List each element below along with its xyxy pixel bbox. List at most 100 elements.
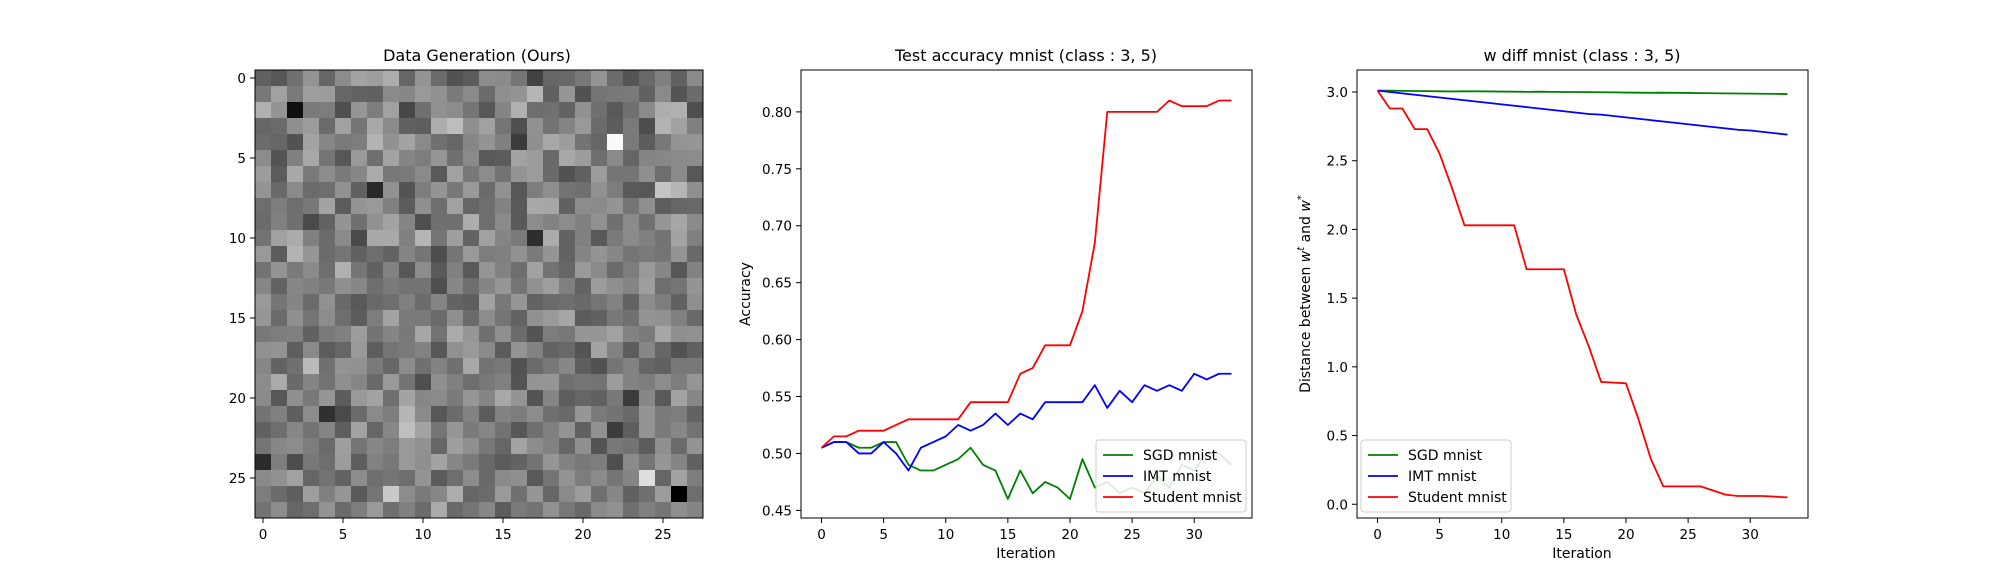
heatmap-cell (623, 406, 640, 423)
heatmap-cell (623, 230, 640, 247)
heatmap-cell (383, 294, 400, 311)
heatmap-cell (415, 374, 432, 391)
heatmap-cell (495, 342, 512, 359)
wdiff-ytick-label: 1.5 (1327, 291, 1348, 307)
heatmap-cell (559, 358, 576, 375)
heatmap-cell (511, 294, 528, 311)
heatmap-cell (527, 342, 544, 359)
heatmap-cell (623, 374, 640, 391)
heatmap-cell (575, 454, 592, 471)
heatmap-cell (671, 310, 688, 327)
heatmap-cell (527, 438, 544, 455)
accuracy-ticks: 0 5 10 15 20 25 30 0.45 0.50 0.55 0.60 0.65 0.70 0.75… (762, 105, 1203, 543)
heatmap-cell (591, 454, 608, 471)
heatmap-cell (447, 150, 464, 167)
heatmap-cell (399, 102, 416, 119)
heatmap-cell (287, 182, 304, 199)
heatmap-cell (287, 454, 304, 471)
accuracy-ytick-label: 0.70 (762, 219, 792, 235)
heatmap-cell (447, 214, 464, 231)
heatmap-cell (351, 134, 368, 151)
heatmap-cell (479, 438, 496, 455)
heatmap-cell (671, 422, 688, 439)
heatmap-cell (495, 486, 512, 503)
heatmap-cell (607, 422, 624, 439)
heatmap-cell (607, 246, 624, 263)
heatmap-cell (559, 374, 576, 391)
heatmap-cell (431, 166, 448, 183)
wdiff-xtick-label: 30 (1742, 527, 1759, 543)
heatmap-cell (431, 502, 448, 519)
heatmap-cell (591, 246, 608, 263)
heatmap-cell (527, 166, 544, 183)
heatmap-cell (479, 486, 496, 503)
heatmap-cell (463, 86, 480, 103)
heatmap-cell (271, 278, 288, 295)
heatmap-cell (463, 502, 480, 519)
heatmap-cell (607, 150, 624, 167)
heatmap-cell (687, 310, 704, 327)
heatmap-cell (383, 502, 400, 519)
heatmap-cell (447, 310, 464, 327)
heatmap-cell (255, 374, 272, 391)
heatmap-cell (495, 278, 512, 295)
wdiff-ylabel-t: t (1296, 246, 1307, 251)
heatmap-cell (447, 390, 464, 407)
heatmap-cell (559, 198, 576, 215)
heatmap-cell (511, 470, 528, 487)
heatmap-cell (319, 502, 336, 519)
heatmap-cell (671, 214, 688, 231)
heatmap-cell (575, 278, 592, 295)
heatmap-cell (351, 86, 368, 103)
wdiff-ytick-label: 0.5 (1327, 429, 1348, 445)
heatmap-cell (511, 358, 528, 375)
heatmap-cell (319, 262, 336, 279)
heatmap-cells (255, 70, 704, 519)
heatmap-cell (367, 134, 384, 151)
heatmap-cell (447, 198, 464, 215)
heatmap-cell (655, 214, 672, 231)
heatmap-cell (575, 294, 592, 311)
heatmap-cell (271, 150, 288, 167)
title-test-accuracy: Test accuracy mnist (class : 3, 5) (894, 46, 1157, 65)
heatmap-cell (607, 86, 624, 103)
heatmap-cell (687, 246, 704, 263)
heatmap-cell (607, 166, 624, 183)
heatmap-cell (495, 406, 512, 423)
heatmap-cell (319, 454, 336, 471)
heatmap-cell (463, 230, 480, 247)
heatmap-cell (287, 358, 304, 375)
heatmap-cell (463, 278, 480, 295)
heatmap-cell (527, 262, 544, 279)
heatmap-cell (367, 342, 384, 359)
heatmap-cell (367, 422, 384, 439)
heatmap-cell (287, 246, 304, 263)
heatmap-cell (351, 422, 368, 439)
heatmap-cell (623, 118, 640, 135)
heatmap-cell (479, 278, 496, 295)
heatmap-cell (463, 262, 480, 279)
heatmap-cell (607, 342, 624, 359)
heatmap-cell (591, 486, 608, 503)
heatmap-cell (687, 406, 704, 423)
heatmap-cell (495, 118, 512, 135)
heatmap-cell (335, 118, 352, 135)
heatmap-cell (287, 390, 304, 407)
heatmap-cell (351, 150, 368, 167)
heatmap-cell (367, 150, 384, 167)
heatmap-cell (591, 166, 608, 183)
heatmap-cell (639, 470, 656, 487)
heatmap-cell (575, 374, 592, 391)
accuracy-legend-label-sgd: SGD mnist (1143, 448, 1218, 464)
accuracy-legend: SGD mnist IMT mnist Student mnist (1095, 439, 1247, 513)
heatmap-cell (607, 486, 624, 503)
heatmap-cell (367, 166, 384, 183)
heatmap-cell (463, 70, 480, 87)
heatmap-cell (527, 150, 544, 167)
heatmap-cell (271, 262, 288, 279)
heatmap-cell (351, 454, 368, 471)
heatmap-cell (591, 230, 608, 247)
heatmap-cell (335, 246, 352, 263)
heatmap-cell (303, 150, 320, 167)
